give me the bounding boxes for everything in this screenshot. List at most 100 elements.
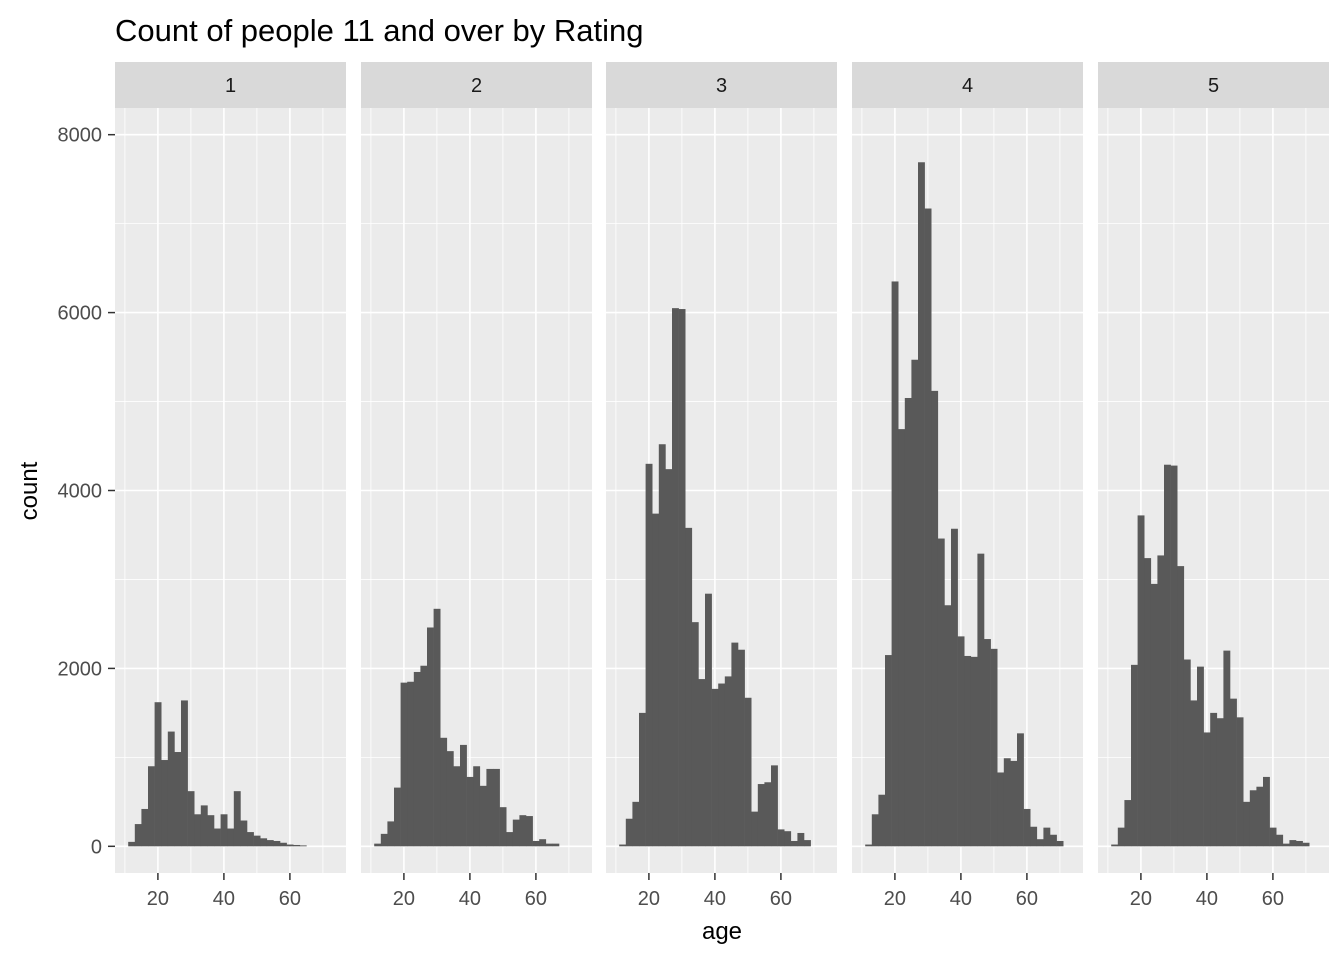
histogram-bar [128, 841, 136, 847]
facet-strip-label: 4 [962, 75, 973, 97]
x-tick-label: 40 [213, 888, 235, 910]
y-tick-label: 2000 [58, 658, 103, 680]
x-tick-label: 60 [1016, 888, 1038, 910]
histogram-bar [878, 794, 886, 847]
histogram-bar [181, 700, 188, 847]
histogram-bar [545, 843, 553, 847]
histogram-bar [771, 765, 778, 847]
histogram-bar [167, 731, 175, 847]
x-tick-label: 40 [1196, 888, 1218, 910]
histogram-bar [1010, 760, 1018, 847]
histogram-bar [964, 655, 972, 847]
histogram-bar [665, 469, 673, 847]
histogram-bar [1183, 659, 1191, 847]
histogram-bar [738, 649, 745, 847]
histogram-bar [486, 768, 494, 847]
x-tick-label: 20 [884, 888, 906, 910]
histogram-bar [148, 766, 155, 847]
histogram-bar [247, 832, 254, 847]
x-tick-label: 60 [525, 888, 547, 910]
histogram-bar [797, 832, 805, 847]
histogram-bar [512, 819, 520, 847]
facet-strip [115, 62, 346, 108]
histogram-bar [253, 835, 261, 847]
histogram-bar [1170, 465, 1178, 847]
histogram-bar [1190, 700, 1198, 847]
histogram-bar [951, 528, 958, 847]
histogram-bar [227, 828, 235, 847]
facet-strip-label: 5 [1208, 75, 1219, 97]
histogram-bar [433, 608, 441, 847]
histogram-bar [260, 838, 268, 847]
histogram-bar [154, 702, 162, 847]
histogram-bar [413, 671, 421, 847]
x-tick-label: 40 [459, 888, 481, 910]
histogram-bar [1269, 827, 1277, 847]
histogram-bar [1177, 566, 1185, 847]
histogram-bar [427, 627, 434, 847]
histogram-bar [1210, 712, 1218, 847]
histogram-bar [957, 636, 965, 847]
histogram-bar [751, 811, 759, 847]
facet-panel-4: 4 20 40 60 [852, 62, 1083, 910]
facet-strip [361, 62, 592, 108]
y-axis-title: count [16, 461, 43, 520]
histogram-bar [724, 676, 732, 847]
histogram-bar [161, 760, 169, 847]
histogram-bar [1050, 834, 1057, 847]
histogram-bar [990, 648, 998, 847]
facet-strip-label: 2 [471, 75, 482, 97]
histogram-bar [280, 842, 287, 847]
y-tick-label: 4000 [58, 481, 103, 503]
histogram-bar [407, 681, 415, 847]
x-tick-label: 40 [704, 888, 726, 910]
histogram-bar [214, 828, 221, 847]
histogram-bar [141, 808, 149, 847]
histogram-bar [1131, 664, 1138, 847]
histogram-bar [997, 772, 1005, 847]
histogram-bar [1223, 650, 1231, 847]
histogram-bar [718, 683, 726, 847]
histogram-bar [174, 752, 182, 847]
histogram-bar [1036, 839, 1044, 847]
histogram-bar [705, 593, 712, 847]
facet-panel-1: 1 20 40 60 [115, 62, 346, 910]
histogram-bar [1197, 666, 1204, 847]
histogram-bar [1276, 834, 1284, 847]
histogram-bar [1157, 555, 1165, 847]
histogram-bar [440, 737, 448, 847]
histogram-bar [453, 766, 461, 847]
histogram-bar [632, 801, 640, 847]
y-tick-label: 8000 [58, 125, 103, 147]
histogram-bar [1256, 786, 1264, 847]
histogram-bar [764, 782, 772, 847]
histogram-bar [619, 844, 627, 847]
histogram-bar [804, 840, 811, 847]
x-tick-label: 20 [147, 888, 169, 910]
histogram-bar [685, 527, 693, 847]
histogram-bar [911, 359, 919, 847]
histogram-bar [625, 818, 633, 847]
histogram-bar [645, 463, 653, 847]
facet-strip-label: 3 [716, 75, 727, 97]
histogram-bar [380, 833, 388, 847]
histogram-bar [731, 642, 739, 847]
facet-strip-label: 1 [225, 75, 236, 97]
histogram-bar [944, 605, 952, 847]
histogram-bar [1302, 842, 1310, 847]
histogram-bar [1144, 558, 1152, 847]
histogram-bar [1263, 776, 1270, 847]
histogram-bar [711, 688, 719, 847]
histogram-bar [466, 776, 474, 847]
histogram-bar [691, 622, 699, 847]
histogram-bar [220, 814, 228, 847]
histogram-bar [240, 820, 248, 847]
histogram-bar [871, 814, 879, 847]
histogram-bar [506, 832, 514, 847]
histogram-bar [744, 697, 752, 847]
histogram-bar [299, 845, 307, 847]
histogram-bar [678, 309, 686, 847]
histogram-bar [552, 843, 560, 847]
histogram-bar [286, 844, 294, 847]
